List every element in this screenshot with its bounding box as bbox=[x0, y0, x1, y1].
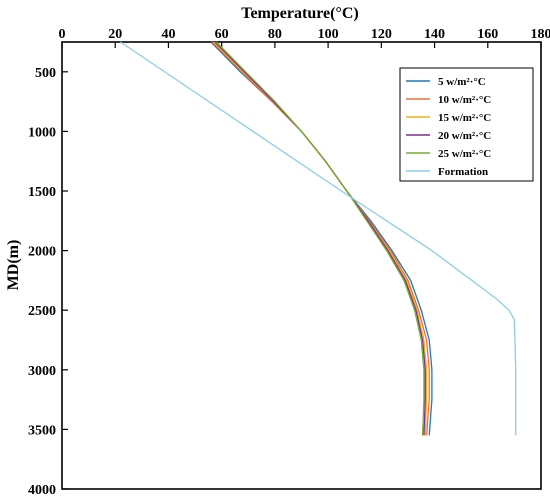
legend-label: 10 w/m²·°C bbox=[438, 94, 491, 106]
series-line-2 bbox=[214, 42, 427, 435]
series-line-0 bbox=[211, 42, 432, 435]
legend-label: 5 w/m²·°C bbox=[438, 76, 486, 88]
y-tick-label: 4000 bbox=[28, 483, 56, 498]
x-tick-label: 100 bbox=[318, 27, 339, 42]
x-tick-label: 60 bbox=[215, 27, 229, 42]
y-tick-label: 2500 bbox=[28, 304, 56, 319]
x-tick-label: 180 bbox=[531, 27, 550, 42]
x-tick-label: 20 bbox=[108, 27, 122, 42]
x-tick-label: 80 bbox=[268, 27, 282, 42]
legend-label: 25 w/m²·°C bbox=[438, 148, 491, 160]
x-tick-label: 40 bbox=[161, 27, 175, 42]
series-line-4 bbox=[216, 42, 424, 435]
series-line-1 bbox=[212, 42, 429, 435]
y-tick-label: 2000 bbox=[28, 245, 56, 260]
x-tick-label: 140 bbox=[424, 27, 445, 42]
legend-label: 20 w/m²·°C bbox=[438, 130, 491, 142]
x-axis-title: Temperature(°C) bbox=[241, 5, 358, 22]
x-tick-label: 160 bbox=[477, 27, 498, 42]
y-tick-label: 1000 bbox=[28, 125, 56, 140]
y-axis-title: MD(m) bbox=[5, 240, 22, 291]
x-tick-label: 120 bbox=[371, 27, 392, 42]
x-tick-label: 0 bbox=[59, 27, 66, 42]
y-tick-label: 3500 bbox=[28, 423, 56, 438]
y-tick-label: 3000 bbox=[28, 364, 56, 379]
y-tick-label: 1500 bbox=[28, 185, 56, 200]
series-line-3 bbox=[215, 42, 425, 435]
legend-label: Formation bbox=[438, 166, 488, 178]
y-tick-label: 500 bbox=[35, 66, 56, 81]
legend-label: 15 w/m²·°C bbox=[438, 112, 491, 124]
